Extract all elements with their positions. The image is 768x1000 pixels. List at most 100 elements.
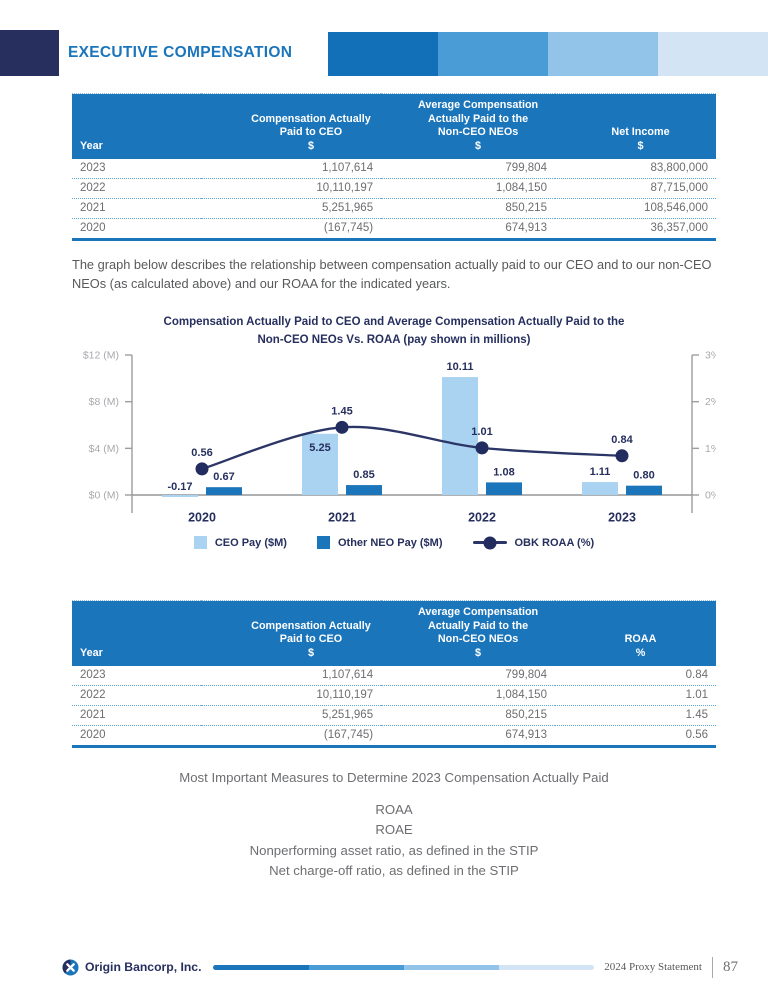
- table-header-row: Year Compensation Actually Paid to CEO $…: [72, 600, 716, 666]
- svg-text:2020: 2020: [188, 511, 216, 525]
- measures-list: ROAA ROAE Nonperforming asset ratio, as …: [72, 800, 716, 882]
- footer-brand: Origin Bancorp, Inc.: [85, 960, 202, 974]
- legend-item-neo-pay: Other NEO Pay ($M): [316, 536, 443, 549]
- cell-neo-pay: 799,804: [505, 669, 547, 682]
- cell-neo-pay: 799,804: [505, 162, 547, 175]
- table-row: 2022 10,110,197 1,084,150 1.01: [72, 684, 716, 706]
- cell-neo-pay: 850,215: [381, 704, 555, 726]
- table-row: 2021 5,251,965 850,215 108,546,000: [72, 197, 716, 219]
- footer-divider: [712, 956, 713, 978]
- svg-text:1.11: 1.11: [590, 466, 611, 478]
- cell-neo-pay: 1,084,150: [381, 684, 555, 706]
- col-header-ceo-pay: Compensation Actually Paid to CEO $: [200, 600, 382, 666]
- measures-title: Most Important Measures to Determine 202…: [179, 770, 609, 785]
- band-segment-light: [548, 32, 658, 76]
- chart-title: Compensation Actually Paid to CEO and Av…: [163, 316, 625, 346]
- table-header-row: Year Compensation Actually Paid to CEO $…: [72, 93, 716, 159]
- svg-text:-0.17: -0.17: [167, 481, 192, 493]
- cell-ceo-pay: 5,251,965: [200, 704, 382, 726]
- cell-ceo-pay: (167,745): [200, 724, 382, 747]
- svg-text:$0 (M): $0 (M): [89, 490, 119, 502]
- table-row: 2020 (167,745) 674,913 0.56: [72, 724, 716, 747]
- svg-text:2022: 2022: [468, 511, 496, 525]
- cell-ceo-pay: (167,745): [200, 217, 382, 240]
- legend-swatch-neo: [316, 536, 330, 549]
- cell-net-income: 108,546,000: [554, 197, 716, 219]
- svg-text:0.80: 0.80: [633, 470, 654, 482]
- page-title: EXECUTIVE COMPENSATION: [68, 44, 293, 61]
- measure-item: ROAA: [375, 802, 413, 817]
- svg-text:3%: 3%: [705, 350, 716, 362]
- legend-dot-icon: [483, 536, 496, 549]
- cell-year: 2021: [72, 197, 201, 219]
- svg-text:1.08: 1.08: [493, 466, 514, 478]
- col-header-ceo-pay: Compensation Actually Paid to CEO $: [200, 93, 382, 159]
- svg-text:0%: 0%: [705, 490, 716, 502]
- cell-ceo-pay: 10,110,197: [200, 684, 382, 706]
- col-header-year: Year: [72, 93, 201, 159]
- page-number: 87: [723, 958, 738, 975]
- table-row: 2020 (167,745) 674,913 36,357,000: [72, 217, 716, 240]
- col-header-neo-pay: Average Compensation Actually Paid to th…: [381, 600, 555, 666]
- cell-roaa: 0.84: [685, 669, 708, 682]
- footer-document-title: 2024 Proxy Statement: [604, 961, 702, 973]
- svg-text:2%: 2%: [705, 396, 716, 408]
- table-row: 2023 1,107,614 799,804 83,800,000: [72, 159, 716, 179]
- band-segment-dark: [328, 32, 438, 76]
- cell-year: 2023: [80, 162, 106, 175]
- cell-year: 2020: [72, 217, 201, 240]
- svg-text:$12 (M): $12 (M): [83, 350, 119, 362]
- cell-year: 2023: [80, 669, 106, 682]
- band-segment-lightest: [658, 32, 768, 76]
- svg-text:10.11: 10.11: [447, 361, 474, 373]
- origin-bancorp-logo-icon: [62, 959, 79, 975]
- svg-text:2021: 2021: [328, 511, 356, 525]
- cell-year: 2021: [72, 704, 201, 726]
- compensation-net-income-table: Year Compensation Actually Paid to CEO $…: [72, 93, 716, 241]
- header-color-band: [328, 32, 768, 76]
- cell-net-income: 83,800,000: [650, 162, 708, 175]
- cell-roaa: 1.01: [554, 684, 716, 706]
- col-header-net-income: Net Income $: [554, 93, 716, 159]
- measure-item: ROAE: [375, 822, 413, 838]
- cell-neo-pay: 1,084,150: [381, 177, 555, 199]
- cell-roaa: 1.45: [554, 704, 716, 726]
- measure-item: Nonperforming asset ratio, as defined in…: [249, 842, 539, 858]
- cell-ceo-pay: 1,107,614: [321, 162, 374, 175]
- chart-legend: CEO Pay ($M) Other NEO Pay ($M) OBK ROAA…: [72, 536, 716, 549]
- cell-year: 2022: [72, 177, 201, 199]
- table-row: 2022 10,110,197 1,084,150 87,715,000: [72, 177, 716, 199]
- band-segment-medium: [438, 32, 548, 76]
- table-row: 2021 5,251,965 850,215 1.45: [72, 704, 716, 726]
- pay-vs-roaa-chart: $12 (M) 3% $8 (M) 2% $4 (M) 1% $0 (M) 0% -0.17 0.…: [72, 350, 716, 532]
- legend-line-marker-icon: [472, 536, 507, 549]
- intro-paragraph: The graph below describes the relationsh…: [72, 257, 712, 291]
- svg-text:1.01: 1.01: [471, 426, 492, 438]
- cell-year: 2020: [72, 724, 201, 747]
- legend-label-neo: Other NEO Pay ($M): [337, 536, 443, 549]
- table-row: 2023 1,107,614 799,804 0.84: [72, 666, 716, 686]
- legend-swatch-ceo: [193, 536, 207, 549]
- cell-net-income: 87,715,000: [554, 177, 716, 199]
- legend-label-ceo: CEO Pay ($M): [214, 536, 287, 549]
- svg-text:0.56: 0.56: [191, 447, 212, 459]
- legend-item-roaa: OBK ROAA (%): [472, 536, 594, 549]
- page-footer: Origin Bancorp, Inc. 2024 Proxy Statemen…: [62, 956, 738, 978]
- svg-text:1%: 1%: [705, 443, 716, 455]
- col-header-roaa: ROAA %: [554, 600, 716, 666]
- col-header-year: Year: [72, 600, 201, 666]
- svg-text:0.67: 0.67: [213, 471, 234, 483]
- header-navy-square: [0, 30, 59, 76]
- compensation-roaa-table: Year Compensation Actually Paid to CEO $…: [72, 600, 716, 748]
- cell-neo-pay: 850,215: [381, 197, 555, 219]
- cell-ceo-pay: 1,107,614: [321, 669, 374, 682]
- svg-text:0.85: 0.85: [353, 469, 374, 481]
- svg-text:1.45: 1.45: [331, 405, 352, 417]
- cell-ceo-pay: 10,110,197: [200, 177, 382, 199]
- footer-gradient-bar: [213, 964, 595, 970]
- svg-text:5.25: 5.25: [309, 442, 330, 454]
- cell-year: 2022: [72, 684, 201, 706]
- cell-net-income: 36,357,000: [554, 217, 716, 240]
- measure-item: Net charge-off ratio, as defined in the …: [269, 863, 519, 879]
